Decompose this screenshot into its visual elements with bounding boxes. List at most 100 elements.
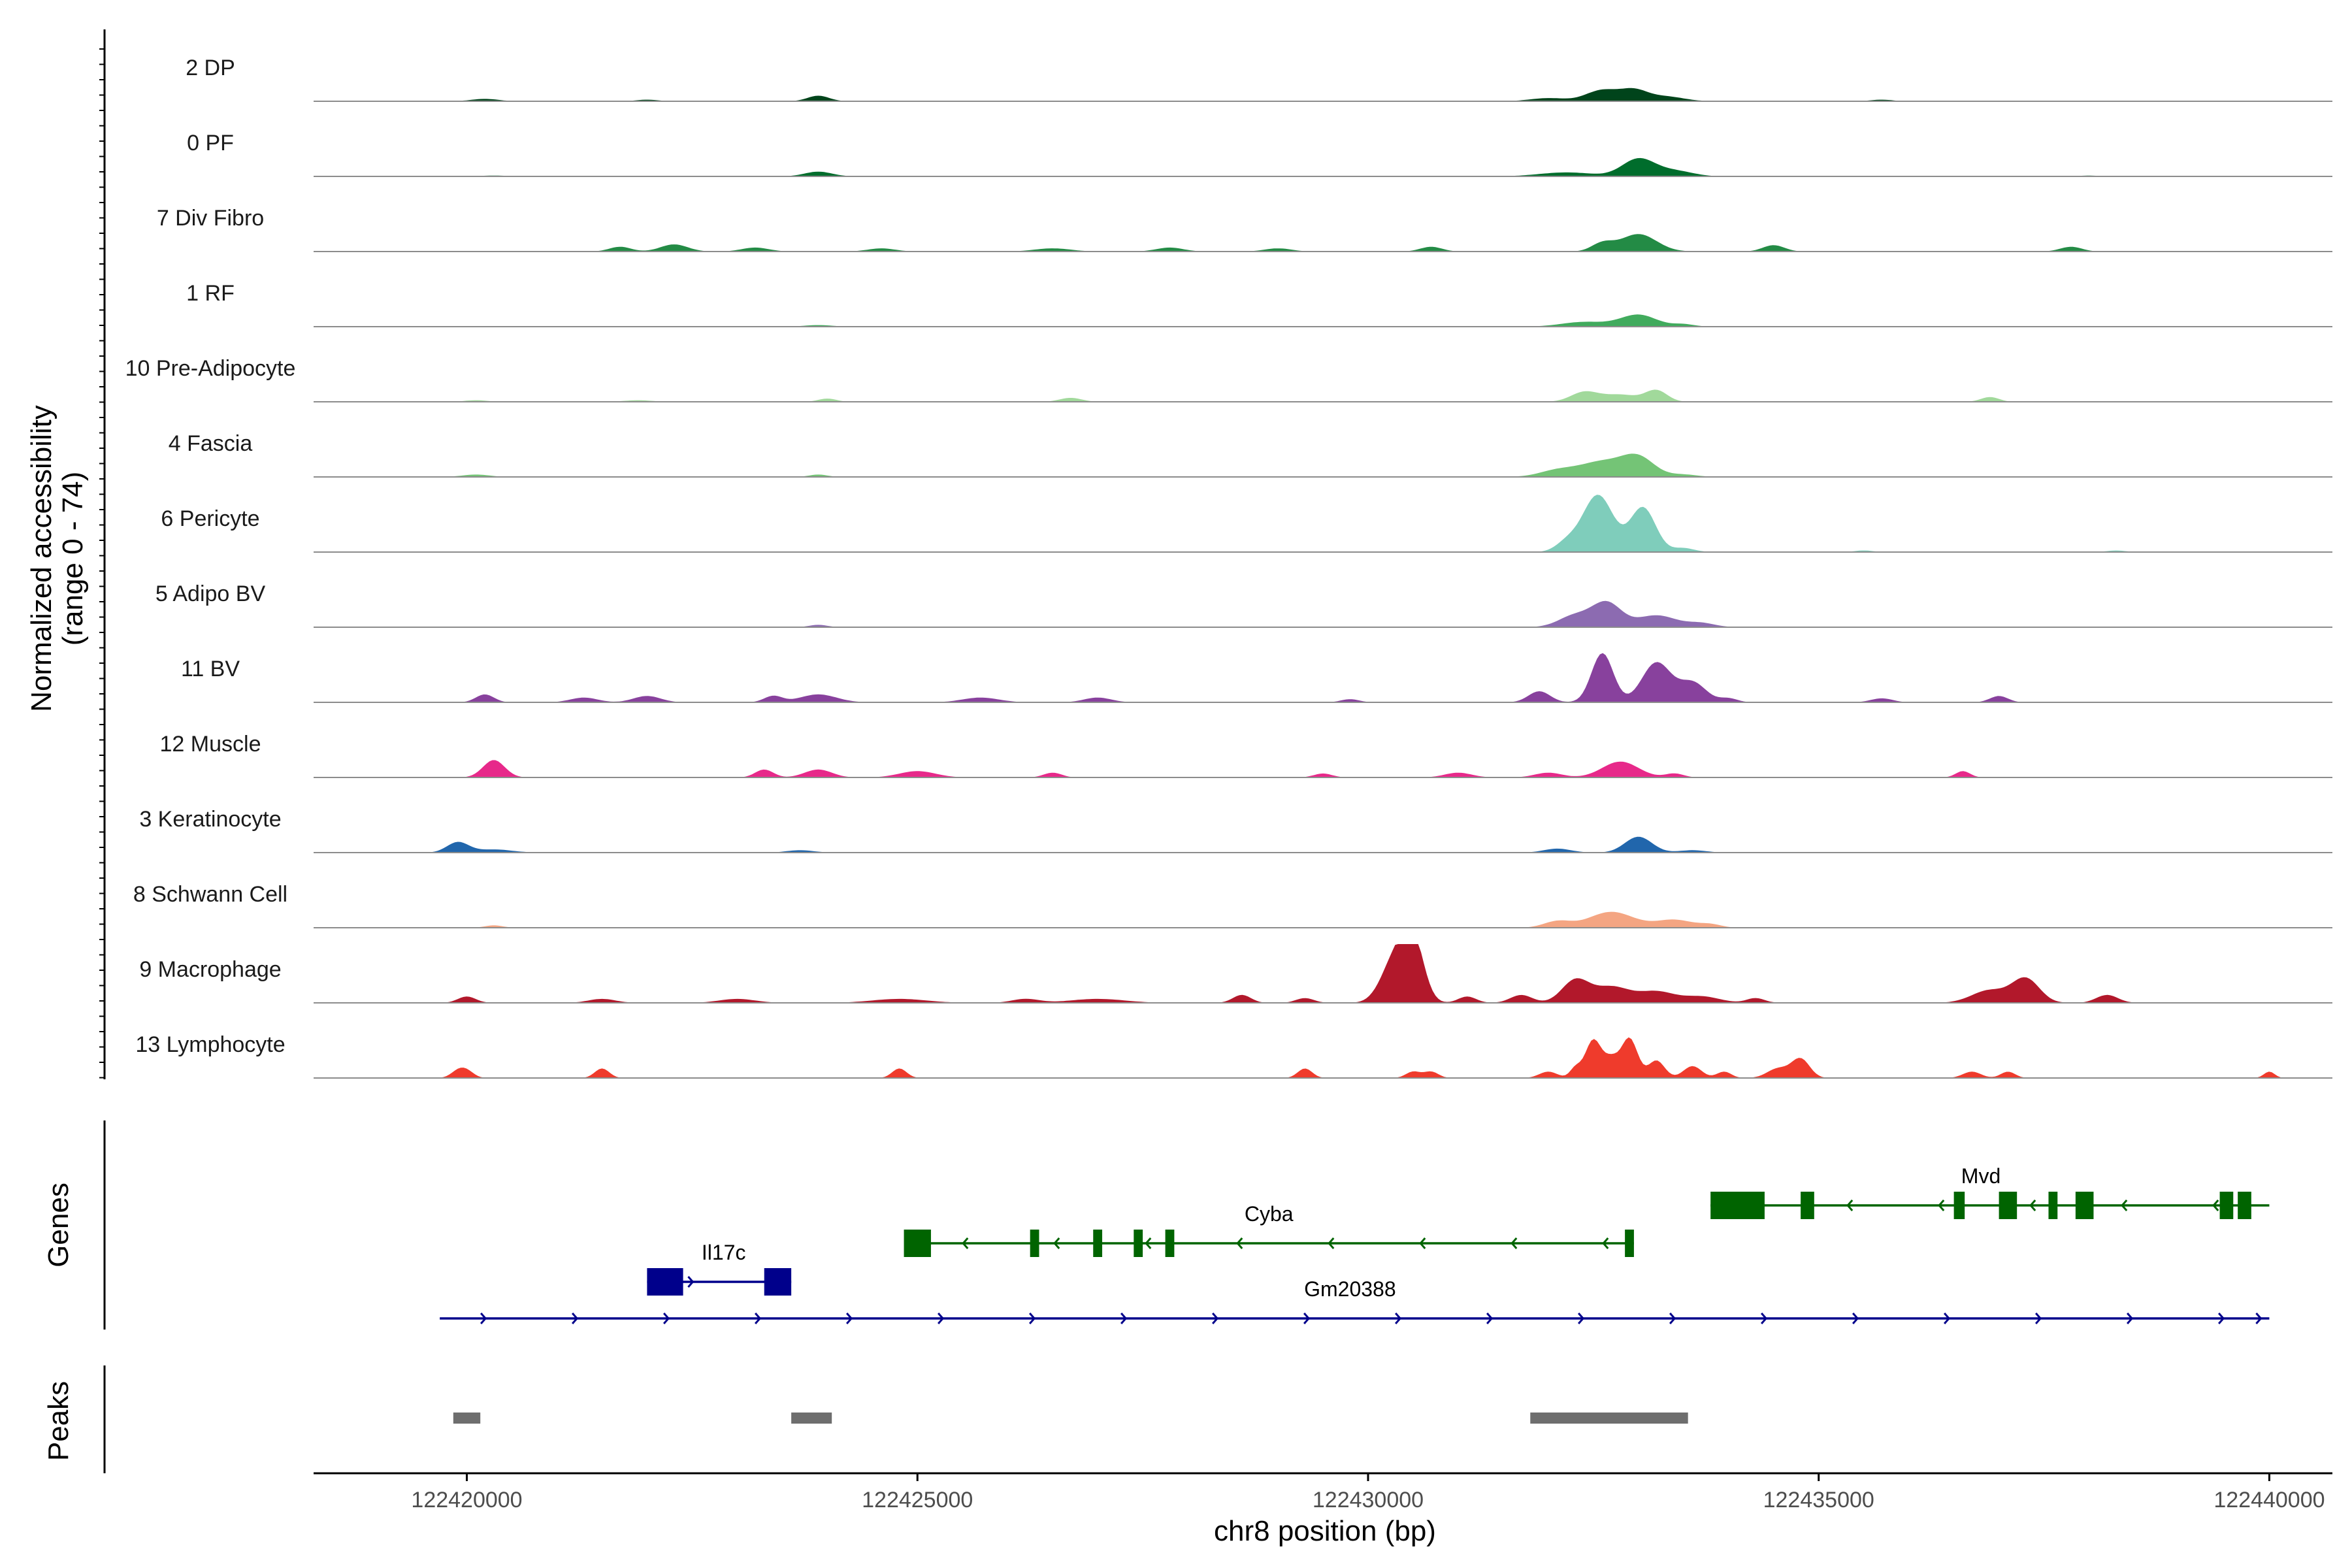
accessibility-area	[314, 760, 2332, 777]
accessibility-area	[314, 234, 2332, 252]
tracks: 2 DP 0 PF 7 Div Fibro 1 RF 10 Pre-Adipocyte 4…	[125, 56, 2332, 1079]
exon	[647, 1268, 683, 1296]
strand-arrow	[845, 1313, 853, 1324]
gene-label: Mvd	[1961, 1164, 2001, 1188]
strand-arrow	[1943, 1313, 1951, 1324]
track: 8 Schwann Cell	[133, 882, 2332, 928]
strand-arrow	[1486, 1313, 1494, 1324]
strand-arrow	[2126, 1313, 2134, 1324]
peak-region	[791, 1413, 832, 1424]
accessibility-area	[314, 600, 2332, 627]
track: 11 BV	[181, 653, 2332, 703]
track-label: 8 Schwann Cell	[133, 882, 287, 907]
track-label: 2 DP	[186, 56, 235, 80]
peak-region	[1530, 1413, 1688, 1424]
accessibility-area	[314, 453, 2332, 477]
track-label: 13 Lymphocyte	[135, 1032, 285, 1057]
y-axis-title-line2: (range 0 - 74)	[57, 472, 89, 646]
track-label: 9 Macrophage	[139, 957, 281, 982]
accessibility-area	[314, 1037, 2332, 1078]
accessibility-area	[314, 88, 2332, 101]
strand-arrow	[1328, 1237, 1335, 1249]
track: 12 Muscle	[160, 732, 2332, 778]
peaks-panel-title: Peaks	[42, 1381, 74, 1461]
exon	[1953, 1192, 1965, 1219]
strand-arrow	[2255, 1313, 2262, 1324]
gene: Mvd	[1710, 1164, 2270, 1219]
exon	[2219, 1192, 2234, 1219]
strand-arrow	[1852, 1313, 1859, 1324]
genes-panel-title: Genes	[42, 1183, 74, 1267]
x-axis-title: chr8 position (bp)	[1214, 1515, 1436, 1547]
strand-arrow	[2212, 1200, 2219, 1211]
track-label: 12 Muscle	[160, 732, 261, 757]
y-axis-title-line1: Normalized accessibility	[25, 405, 57, 711]
exon	[2075, 1192, 2094, 1219]
gene-label: Il17c	[702, 1241, 746, 1264]
x-tick-label: 122420000	[411, 1488, 522, 1512]
x-tick-label: 122440000	[2213, 1488, 2325, 1512]
track: 2 DP	[186, 56, 2332, 102]
strand-arrow	[662, 1313, 670, 1324]
strand-arrow	[2029, 1200, 2036, 1211]
accessibility-area	[314, 911, 2332, 928]
exon	[2048, 1192, 2058, 1219]
exon	[1801, 1192, 1814, 1219]
strand-arrow	[1511, 1237, 1518, 1249]
exon	[1625, 1230, 1634, 1257]
gene-label: Gm20388	[1304, 1277, 1396, 1301]
exon	[1710, 1192, 1765, 1219]
strand-arrow	[2217, 1313, 2225, 1324]
accessibility-area	[314, 653, 2332, 702]
strand-arrow	[1602, 1237, 1609, 1249]
accessibility-area	[314, 389, 2332, 402]
y-axis	[99, 29, 106, 1473]
track-label: 4 Fascia	[169, 431, 253, 456]
exon	[1134, 1230, 1143, 1257]
strand-arrow	[1669, 1313, 1676, 1324]
strand-arrow	[480, 1313, 487, 1324]
strand-arrow	[2034, 1313, 2042, 1324]
track: 7 Div Fibro	[157, 206, 2332, 252]
strand-arrow	[1419, 1237, 1426, 1249]
track: 0 PF	[187, 131, 2332, 177]
accessibility-area	[314, 944, 2332, 1003]
gene-label: Cyba	[1245, 1202, 1294, 1226]
strand-arrow	[1236, 1237, 1243, 1249]
track: 3 Keratinocyte	[139, 807, 2332, 853]
strand-arrow	[1846, 1200, 1854, 1211]
track-label: 6 Pericyte	[161, 506, 259, 531]
track: 6 Pericyte	[161, 495, 2332, 553]
track-label: 0 PF	[187, 131, 234, 155]
track: 10 Pre-Adipocyte	[125, 356, 2332, 402]
gene: Cyba	[904, 1202, 1634, 1257]
exon	[1093, 1230, 1103, 1257]
x-axis: 122420000 122425000 122430000 122435000 1224…	[314, 1472, 2332, 1512]
accessibility-area	[314, 314, 2332, 327]
track-label: 5 Adipo BV	[155, 581, 266, 606]
strand-arrow	[1303, 1313, 1311, 1324]
track-label: 10 Pre-Adipocyte	[125, 356, 296, 381]
gene-annotations: Il17c Cyba Mvd Gm20388	[440, 1164, 2270, 1324]
exon	[1030, 1230, 1039, 1257]
strand-arrow	[1211, 1313, 1219, 1324]
track: 1 RF	[186, 281, 2332, 327]
x-tick-label: 122425000	[862, 1488, 973, 1512]
strand-arrow	[571, 1313, 579, 1324]
peak-region	[453, 1413, 481, 1424]
accessibility-area	[314, 495, 2332, 552]
gene: Il17c	[647, 1241, 792, 1296]
strand-arrow	[1053, 1237, 1060, 1249]
strand-arrow	[1145, 1237, 1152, 1249]
accessibility-area	[314, 157, 2332, 176]
strand-arrow	[1760, 1313, 1768, 1324]
strand-arrow	[937, 1313, 945, 1324]
track-label: 11 BV	[181, 657, 240, 681]
x-tick-label: 122430000	[1313, 1488, 1424, 1512]
gene: Gm20388	[440, 1277, 2270, 1324]
exon	[904, 1230, 931, 1257]
track: 9 Macrophage	[139, 944, 2332, 1004]
exon	[2238, 1192, 2251, 1219]
strand-arrow	[1577, 1313, 1585, 1324]
